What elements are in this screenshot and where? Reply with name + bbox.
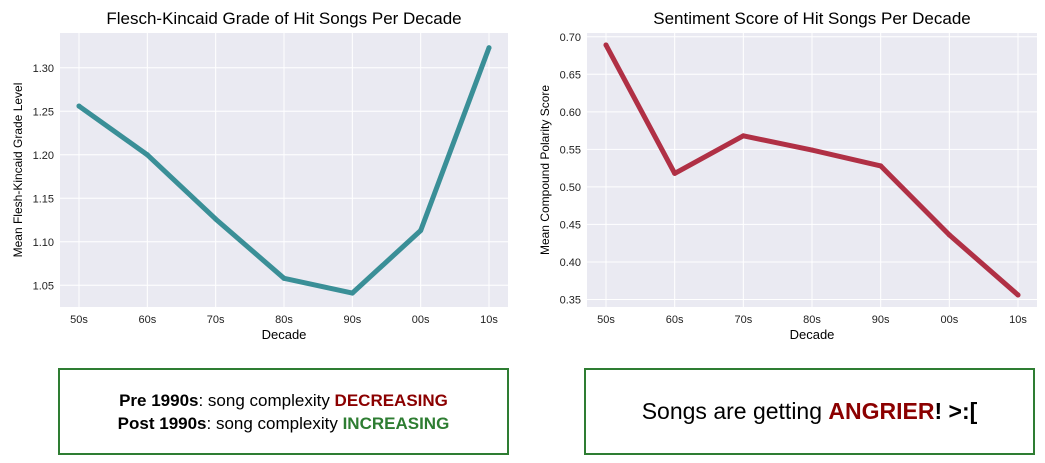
angrier-line: Songs are getting ANGRIER! >:[ bbox=[642, 398, 978, 425]
y-tick-label: 1.25 bbox=[33, 106, 54, 118]
data-point bbox=[946, 232, 952, 238]
y-tick-label: 1.05 bbox=[33, 280, 54, 292]
x-tick-label: 90s bbox=[872, 314, 890, 326]
data-point bbox=[144, 152, 150, 158]
y-axis-label: Mean Compound Polarity Score bbox=[538, 85, 552, 255]
chart-title: Flesch-Kincaid Grade of Hit Songs Per De… bbox=[106, 9, 461, 28]
data-point bbox=[1015, 292, 1021, 298]
y-tick-label: 1.20 bbox=[33, 150, 54, 162]
y-tick-label: 0.40 bbox=[560, 257, 581, 269]
post-1990s-label: Post 1990s bbox=[117, 413, 207, 433]
data-point bbox=[281, 275, 287, 281]
y-tick-label: 1.15 bbox=[33, 193, 54, 205]
data-point bbox=[76, 103, 82, 109]
angrier-text-before: Songs are getting bbox=[641, 398, 829, 424]
y-tick-label: 1.30 bbox=[33, 63, 54, 75]
x-tick-label: 60s bbox=[138, 314, 156, 326]
angrier-text-after: ! >:[ bbox=[934, 398, 978, 424]
x-tick-label: 50s bbox=[597, 314, 615, 326]
complexity-annotation-box: Pre 1990s: song complexity DECREASING Po… bbox=[58, 368, 509, 455]
complexity-chart: 1.05 1.10 1.15 1.20 1.25 1.30 50s 60s 70s 80s 90s 0… bbox=[11, 9, 508, 342]
y-tick-label: 0.70 bbox=[560, 32, 581, 44]
pre-1990s-label: Pre 1990s bbox=[119, 390, 199, 410]
angrier-label: ANGRIER bbox=[828, 398, 935, 424]
decreasing-label: DECREASING bbox=[334, 390, 448, 410]
x-tick-label: 10s bbox=[1009, 314, 1027, 326]
x-tick-label: 00s bbox=[412, 314, 430, 326]
x-tick-label: 80s bbox=[803, 314, 821, 326]
y-tick-label: 0.45 bbox=[560, 219, 581, 231]
x-tick-label: 80s bbox=[275, 314, 293, 326]
chart-title: Sentiment Score of Hit Songs Per Decade bbox=[653, 9, 971, 28]
y-tick-label: 0.35 bbox=[560, 294, 581, 306]
x-axis-label: Decade bbox=[790, 327, 835, 342]
x-tick-label: 00s bbox=[940, 314, 958, 326]
y-tick-label: 0.55 bbox=[560, 144, 581, 156]
y-axis-label: Mean Flesh-Kincaid Grade Level bbox=[11, 83, 25, 258]
sentiment-chart: 0.35 0.40 0.45 0.50 0.55 0.60 0.65 0.70 50s 60s 70… bbox=[538, 9, 1037, 342]
pre-1990s-text: : song complexity bbox=[198, 390, 335, 410]
data-point bbox=[213, 216, 219, 222]
data-point bbox=[486, 45, 492, 51]
data-point bbox=[740, 133, 746, 139]
data-point bbox=[603, 42, 609, 48]
data-point bbox=[349, 290, 355, 296]
y-tick-label: 0.65 bbox=[560, 69, 581, 81]
x-axis-label: Decade bbox=[262, 327, 307, 342]
y-tick-label: 0.60 bbox=[560, 107, 581, 119]
x-tick-label: 70s bbox=[734, 314, 752, 326]
data-point bbox=[809, 147, 815, 153]
post-1990s-line: Post 1990s: song complexity INCREASING bbox=[118, 412, 450, 435]
data-point bbox=[672, 170, 678, 176]
y-tick-label: 0.50 bbox=[560, 182, 581, 194]
sentiment-annotation-box: Songs are getting ANGRIER! >:[ bbox=[584, 368, 1035, 455]
x-tick-label: 50s bbox=[70, 314, 88, 326]
x-tick-label: 60s bbox=[666, 314, 684, 326]
x-tick-label: 90s bbox=[343, 314, 361, 326]
pre-1990s-line: Pre 1990s: song complexity DECREASING bbox=[119, 389, 448, 412]
x-tick-label: 70s bbox=[207, 314, 225, 326]
post-1990s-text: : song complexity bbox=[206, 413, 343, 433]
increasing-label: INCREASING bbox=[342, 413, 450, 433]
data-point bbox=[418, 227, 424, 233]
y-tick-label: 1.10 bbox=[33, 237, 54, 249]
x-tick-label: 10s bbox=[480, 314, 498, 326]
data-point bbox=[878, 163, 884, 169]
